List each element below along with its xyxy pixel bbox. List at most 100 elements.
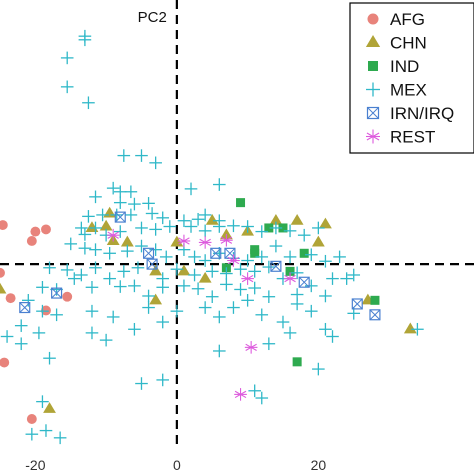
point-mex	[103, 246, 116, 260]
legend-item-irn-irq: IRN/IRQ	[366, 104, 454, 123]
point-mex	[248, 281, 261, 295]
point-mex	[255, 250, 269, 264]
point-chn	[120, 235, 134, 247]
point-mex	[191, 212, 205, 226]
point-mex	[156, 280, 170, 294]
legend-items: AFG CHN IND MEX IRN/IRQ REST	[365, 10, 454, 147]
legend-label: AFG	[390, 10, 425, 29]
point-mex	[290, 297, 304, 311]
point-mex	[85, 280, 99, 294]
point-mex	[188, 250, 201, 264]
point-mex	[0, 330, 14, 343]
point-mex	[213, 220, 226, 233]
point-mex	[36, 304, 49, 318]
point-mex	[135, 377, 148, 390]
point-mex	[191, 282, 205, 296]
legend-label: IRN/IRQ	[390, 104, 454, 123]
point-afg	[5, 293, 16, 304]
point-mex	[227, 301, 240, 314]
point-mex	[135, 149, 148, 162]
point-mex	[113, 225, 127, 238]
point-chn	[319, 217, 332, 229]
x-tick-label: 0	[173, 457, 181, 473]
point-mex	[78, 228, 92, 241]
point-mex	[411, 322, 424, 336]
legend-key-chn	[365, 35, 381, 47]
point-mex	[128, 279, 141, 293]
point-rest	[244, 341, 258, 354]
point-mex	[110, 208, 124, 222]
point-mex	[177, 279, 191, 293]
point-mex	[142, 197, 155, 210]
point-mex	[290, 266, 304, 280]
point-chn	[99, 219, 113, 231]
reference-lines	[0, 0, 474, 448]
point-mex	[21, 294, 35, 307]
point-mex	[145, 207, 159, 220]
point-irn-irq	[51, 287, 63, 299]
point-mex	[198, 208, 212, 222]
point-mex	[14, 319, 28, 332]
point-mex	[67, 272, 81, 285]
point-mex	[170, 304, 184, 318]
point-mex	[14, 337, 28, 351]
point-mex	[25, 427, 39, 441]
point-mex	[113, 196, 127, 209]
point-irn-irq	[114, 211, 126, 223]
point-rest	[106, 228, 120, 242]
point-mex	[177, 214, 191, 228]
point-afg	[0, 357, 10, 368]
point-mex	[53, 431, 67, 445]
point-mex	[283, 224, 297, 238]
point-mex	[89, 190, 102, 204]
point-mex	[103, 272, 116, 285]
point-mex	[188, 268, 201, 282]
point-rest	[220, 233, 233, 247]
point-mex	[326, 272, 339, 285]
point-chn	[269, 213, 283, 225]
point-mex	[78, 33, 92, 47]
point-mex	[198, 301, 212, 314]
legend-item-mex: MEX	[366, 81, 427, 100]
point-mex	[304, 248, 318, 262]
point-irn-irq	[298, 276, 310, 288]
legend-key-irn-irq	[366, 106, 380, 120]
point-mex	[241, 254, 254, 267]
point-ind	[236, 198, 246, 208]
point-mex	[135, 221, 148, 235]
point-mex	[227, 219, 240, 233]
point-mex	[333, 250, 346, 264]
point-mex	[99, 333, 113, 347]
point-mex	[117, 149, 131, 162]
point-mex	[75, 268, 88, 282]
point-afg	[30, 226, 41, 237]
point-mex	[198, 254, 212, 267]
point-rest	[177, 234, 191, 248]
point-mex	[85, 304, 99, 318]
x-tick-labels: -20 0 20	[25, 457, 326, 473]
point-mex	[149, 156, 162, 170]
point-mex	[255, 391, 269, 405]
point-mex	[43, 261, 56, 275]
point-mex	[128, 197, 141, 211]
legend: AFG CHN IND MEX IRN/IRQ REST	[349, 2, 474, 154]
point-mex	[96, 208, 109, 222]
point-mex	[113, 185, 127, 199]
point-mex	[131, 261, 145, 275]
point-afg	[41, 305, 51, 316]
point-mex	[149, 243, 162, 256]
point-mex	[60, 80, 74, 94]
point-chn	[403, 322, 417, 334]
point-chn	[219, 228, 233, 240]
point-irn-irq	[19, 302, 31, 314]
legend-key-mex	[366, 82, 380, 97]
point-mex	[36, 280, 49, 294]
point-mex	[213, 178, 226, 191]
point-afg	[26, 414, 37, 424]
point-rest	[227, 254, 240, 267]
point-mex	[156, 373, 170, 387]
legend-key-rest	[366, 129, 380, 144]
point-rest	[283, 272, 297, 285]
point-mex	[312, 362, 325, 376]
